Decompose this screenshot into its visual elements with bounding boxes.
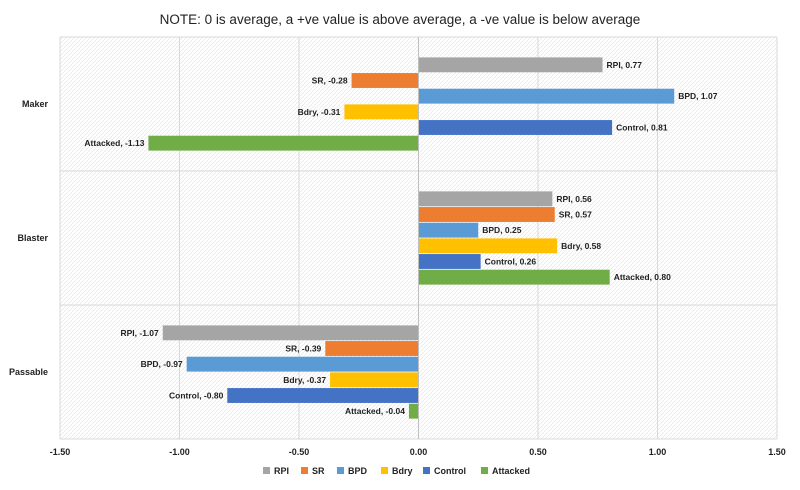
- bar-bdry: [344, 104, 419, 120]
- legend-label: RPI: [274, 466, 289, 476]
- bar-rpi: [418, 191, 553, 207]
- data-label: SR, 0.57: [559, 210, 592, 220]
- data-label: Bdry, 0.58: [561, 241, 601, 251]
- bar-rpi: [418, 57, 603, 73]
- bar-control: [418, 120, 613, 135]
- data-label: Bdry, -0.37: [283, 375, 326, 385]
- legend-swatch-bdry: [381, 467, 388, 474]
- bar-rpi: [162, 325, 419, 341]
- x-tick-label: 0.50: [529, 447, 547, 457]
- x-tick-label: -1.50: [50, 447, 71, 457]
- legend-swatch-attacked: [481, 467, 488, 474]
- bar-bdry: [418, 238, 558, 254]
- chart-title: NOTE: 0 is average, a +ve value is above…: [160, 12, 641, 27]
- data-label: RPI, -1.07: [120, 328, 159, 338]
- x-tick-label: -0.50: [289, 447, 310, 457]
- x-tick-label: 0.00: [410, 447, 428, 457]
- legend-label: Control: [434, 466, 466, 476]
- data-label: Attacked, 0.80: [614, 272, 671, 282]
- legend-label: Attacked: [492, 466, 530, 476]
- data-label: SR, -0.39: [285, 344, 321, 354]
- legend-swatch-control: [423, 467, 430, 474]
- y-category-label: Maker: [22, 99, 49, 109]
- data-label: Control, -0.80: [169, 391, 224, 401]
- x-tick-label: -1.00: [169, 447, 190, 457]
- bar-bpd: [418, 88, 675, 104]
- bar-control: [418, 254, 481, 269]
- bar-sr: [351, 73, 419, 88]
- bar-attacked: [408, 403, 419, 419]
- y-category-label: Passable: [9, 367, 48, 377]
- bar-sr: [418, 207, 555, 222]
- legend: RPI SR BPD Bdry Control Attacked: [263, 466, 530, 476]
- data-label: Attacked, -0.04: [345, 406, 405, 416]
- data-label: RPI, 0.56: [556, 194, 592, 204]
- legend-label: BPD: [348, 466, 368, 476]
- bars: [148, 57, 675, 419]
- bar-bpd: [186, 356, 419, 372]
- legend-swatch-rpi: [263, 467, 270, 474]
- bar-bdry: [330, 372, 419, 388]
- y-category-label: Blaster: [17, 233, 48, 243]
- data-label: SR, -0.28: [312, 76, 348, 86]
- bar-attacked: [418, 269, 610, 285]
- data-label: BPD, -0.97: [141, 359, 183, 369]
- legend-swatch-bpd: [337, 467, 344, 474]
- data-labels: RPI, 0.77 SR, -0.28 BPD, 1.07 Bdry, -0.31 Co…: [84, 60, 717, 416]
- legend-swatch-sr: [301, 467, 308, 474]
- bar-bpd: [418, 222, 479, 238]
- legend-label: SR: [312, 466, 325, 476]
- x-tick-label: 1.00: [649, 447, 667, 457]
- data-label: Bdry, -0.31: [298, 107, 341, 117]
- bar-attacked: [148, 135, 419, 151]
- x-tick-label: 1.50: [768, 447, 786, 457]
- data-label: RPI, 0.77: [607, 60, 643, 70]
- data-label: BPD, 1.07: [678, 91, 717, 101]
- data-label: Attacked, -1.13: [84, 138, 144, 148]
- data-label: BPD, 0.25: [482, 225, 521, 235]
- bar-control: [227, 388, 419, 403]
- data-label: Control, 0.26: [485, 257, 537, 267]
- legend-label: Bdry: [392, 466, 413, 476]
- axes: -1.50 -1.00 -0.50 0.00 0.50 1.00 1.50 Maker Blas…: [9, 37, 786, 457]
- data-label: Control, 0.81: [616, 123, 668, 133]
- bar-sr: [325, 341, 419, 356]
